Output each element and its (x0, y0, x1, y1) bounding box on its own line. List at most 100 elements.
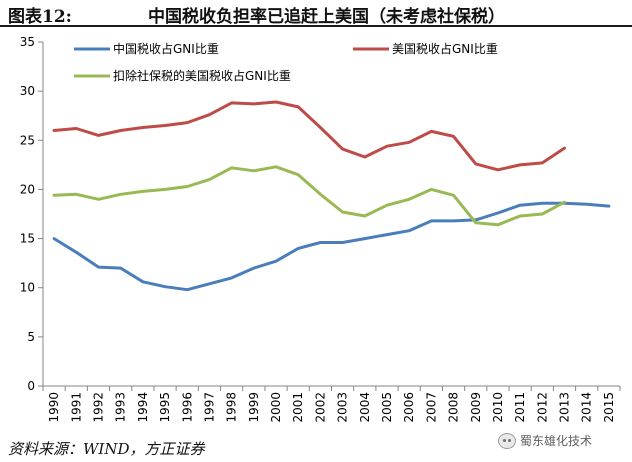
data-point (230, 276, 233, 280)
data-point (163, 124, 167, 127)
data-point (319, 241, 322, 244)
data-point (141, 280, 145, 284)
data-point (563, 201, 566, 204)
figure-title: 中国税收负担率已追赶上美国（未考虑社保税） (148, 7, 505, 25)
series-line-2 (52, 165, 566, 227)
source-note: 资料来源：WIND，方正证券 (8, 440, 205, 458)
legend-label-us-ex-ss: 扣除社保税的美国税收占GNI比重 (113, 68, 291, 83)
wechat-icon (498, 432, 516, 449)
data-point (141, 190, 145, 193)
data-point (407, 141, 411, 144)
x-tick-label: 1997 (202, 392, 216, 423)
data-point (341, 147, 344, 151)
data-point (252, 102, 256, 106)
data-point (430, 188, 433, 191)
legend-item-us: 美国税收占GNI比重 (353, 41, 498, 56)
data-point (518, 163, 522, 167)
x-tick-label: 2015 (602, 392, 616, 423)
data-point (230, 166, 233, 170)
data-point (452, 219, 455, 223)
x-tick-label: 1993 (114, 392, 128, 423)
x-tick-label: 2006 (402, 392, 416, 423)
data-point (407, 198, 411, 201)
data-point (474, 162, 477, 166)
data-point (97, 198, 100, 201)
line-chart: 0 5 10 15 20 25 30 35 1990 1991 1992 1993 1994 1995 19… (20, 35, 621, 423)
data-point (186, 121, 189, 124)
legend-item-us-ex-ss: 扣除社保税的美国税收占GNI比重 (74, 68, 291, 83)
legend-label-china: 中国税收占GNI比重 (113, 41, 219, 56)
x-tick-label: 2008 (447, 392, 461, 423)
y-tick-label: 35 (20, 35, 35, 49)
x-tick-label: 1991 (69, 392, 83, 423)
data-point (297, 105, 300, 109)
x-tick-label: 2004 (358, 392, 372, 423)
data-point (163, 285, 167, 288)
x-tick-label: 1995 (158, 392, 172, 423)
data-point (496, 168, 500, 171)
y-tick-label: 20 (20, 182, 35, 196)
data-point (274, 165, 278, 169)
data-point (119, 129, 122, 132)
x-tick-label: 1999 (247, 392, 261, 423)
data-point (385, 203, 389, 207)
data-point (541, 201, 544, 205)
x-tick-label: 2002 (313, 392, 327, 423)
data-point (474, 221, 477, 225)
y-tick-label: 5 (27, 330, 35, 344)
data-point (119, 266, 122, 270)
x-tick-label: 2012 (535, 392, 549, 423)
x-tick-label: 2001 (291, 392, 305, 423)
figure-label: 图表12: (8, 7, 72, 25)
data-point (75, 193, 78, 196)
data-point (163, 188, 167, 191)
data-point (341, 241, 344, 244)
series-line-1 (52, 100, 566, 172)
data-point (208, 178, 211, 181)
data-point (230, 101, 233, 105)
data-point (496, 223, 500, 227)
data-point (297, 173, 300, 176)
data-point (208, 113, 211, 116)
data-point (385, 233, 389, 236)
x-tick-label: 1998 (225, 392, 239, 423)
data-point (518, 203, 522, 207)
x-tick-label: 1990 (47, 392, 61, 423)
x-tick-label: 2010 (491, 392, 505, 423)
legend-label-us: 美国税收占GNI比重 (392, 41, 498, 56)
x-tick-label: 2003 (336, 392, 350, 423)
data-point (97, 265, 100, 269)
data-point (52, 194, 56, 197)
data-point (119, 193, 122, 196)
data-point (186, 185, 189, 188)
data-point (385, 144, 389, 148)
x-tick-label: 1996 (180, 392, 194, 423)
data-point (52, 129, 56, 132)
x-tick-label: 2005 (380, 392, 394, 423)
data-point (208, 282, 211, 285)
data-point (452, 194, 455, 197)
data-point (341, 210, 344, 214)
x-tick-label: 2014 (580, 392, 594, 423)
data-point (97, 134, 100, 137)
data-point (319, 193, 322, 196)
x-tick-label: 2013 (558, 392, 572, 423)
data-point (186, 288, 189, 291)
watermark: 蜀东雄化技术 (498, 432, 592, 449)
x-tick-label: 2009 (469, 392, 483, 423)
data-point (319, 126, 322, 129)
data-point (297, 247, 300, 250)
data-point (407, 229, 411, 232)
x-tick-label: 2011 (513, 392, 527, 423)
data-point (430, 219, 433, 223)
x-tick-label: 2007 (424, 392, 438, 423)
data-point (75, 251, 78, 254)
data-point (496, 211, 500, 215)
title-rule (0, 25, 632, 27)
data-point (607, 204, 611, 208)
data-point (363, 237, 366, 240)
data-point (585, 202, 588, 206)
data-point (363, 214, 366, 218)
x-tick-label: 1992 (91, 392, 105, 423)
data-point (52, 237, 56, 240)
